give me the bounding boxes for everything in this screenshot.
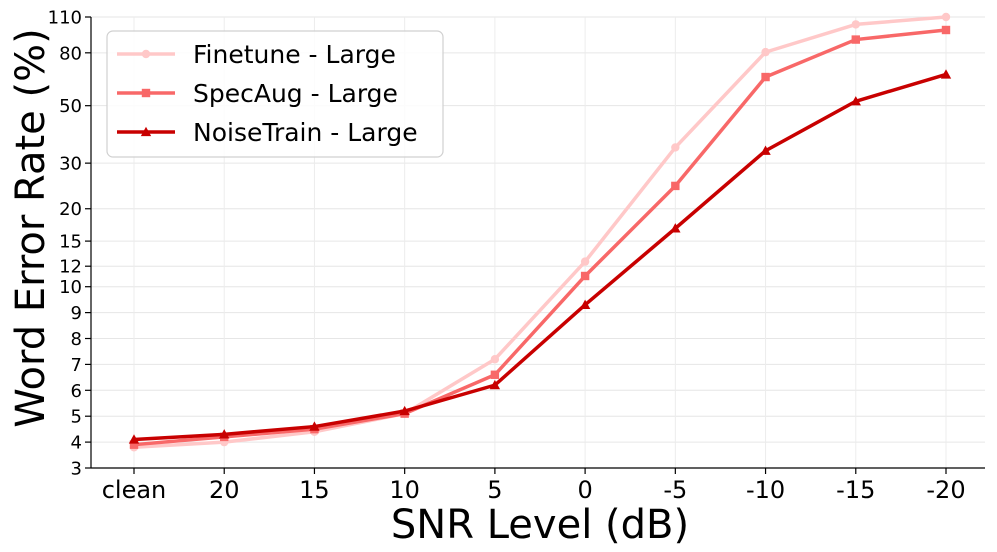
y-tick-label: 10 xyxy=(59,277,82,298)
grid xyxy=(91,16,985,469)
legend-marker xyxy=(141,88,151,98)
data-point xyxy=(490,355,500,364)
y-tick-label: 20 xyxy=(59,199,82,220)
series-line xyxy=(133,15,947,450)
legend-marker xyxy=(141,49,151,59)
data-point xyxy=(490,370,500,379)
x-tick-label: -20 xyxy=(926,476,965,504)
data-point xyxy=(941,25,951,35)
y-tick-label: 4 xyxy=(71,433,82,454)
legend-entry: NoiseTrain - Large xyxy=(117,118,418,147)
axes xyxy=(85,16,985,474)
data-point xyxy=(851,20,860,29)
data-point xyxy=(850,96,861,106)
y-tick-label: 9 xyxy=(71,303,82,324)
y-tick-label: 50 xyxy=(59,96,82,117)
y-tick-label: 7 xyxy=(71,355,82,376)
x-tick-label: -10 xyxy=(746,476,785,504)
data-point xyxy=(580,257,590,266)
y-axis-title: Word Error Rate (%) xyxy=(8,28,54,427)
series-line xyxy=(133,28,947,447)
data-point xyxy=(671,143,680,152)
data-point xyxy=(309,421,320,431)
x-tick-label: 20 xyxy=(209,476,240,504)
data-point xyxy=(851,35,860,44)
data-point xyxy=(941,12,951,22)
legend-entry: Finetune - Large xyxy=(117,40,396,69)
x-axis-title: SNR Level (dB) xyxy=(391,502,689,548)
data-point xyxy=(671,181,680,191)
data-point xyxy=(670,223,681,233)
x-tick-label: 0 xyxy=(577,476,592,504)
data-point xyxy=(940,69,952,79)
x-tick-label: clean xyxy=(102,476,167,504)
data-point xyxy=(761,47,770,57)
data-point xyxy=(399,405,410,416)
y-tick-label: 110 xyxy=(48,8,82,29)
data-point xyxy=(489,379,501,390)
data-point xyxy=(580,271,590,281)
legend: Finetune - Large SpecAug - Large NoiseTrai… xyxy=(106,30,444,158)
x-tick-label: -15 xyxy=(836,476,875,504)
legend-marker xyxy=(140,126,152,137)
y-tick-label: 8 xyxy=(71,329,82,350)
y-tick-label: 12 xyxy=(59,257,82,278)
y-tick-label: 5 xyxy=(71,407,82,428)
data-point xyxy=(128,434,140,444)
series-lines xyxy=(128,12,952,452)
legend-label: Finetune - Large xyxy=(193,40,396,69)
x-tick-labels: clean 20 15 10 5 0 -5 -10 -15 -20 xyxy=(102,476,966,504)
y-tick-label: 30 xyxy=(59,154,82,175)
x-tick-label: 10 xyxy=(389,476,420,504)
y-tick-label: 6 xyxy=(71,381,82,402)
data-point xyxy=(760,145,771,155)
legend-label: SpecAug - Large xyxy=(193,79,398,108)
series-2 xyxy=(128,69,952,444)
y-tick-label: 80 xyxy=(59,43,82,64)
data-point xyxy=(579,299,591,309)
legend-label: NoiseTrain - Large xyxy=(193,118,418,147)
y-tick-label: 3 xyxy=(71,459,82,480)
legend-box xyxy=(106,30,444,158)
x-tick-label: -5 xyxy=(663,476,687,504)
x-tick-label: 5 xyxy=(487,476,502,504)
data-point xyxy=(219,429,230,439)
legend-entry: SpecAug - Large xyxy=(117,79,398,108)
y-tick-label: 15 xyxy=(59,232,82,253)
series-line xyxy=(133,72,947,442)
data-point xyxy=(129,440,139,449)
x-tick-label: 15 xyxy=(299,476,330,504)
data-point xyxy=(761,72,770,82)
